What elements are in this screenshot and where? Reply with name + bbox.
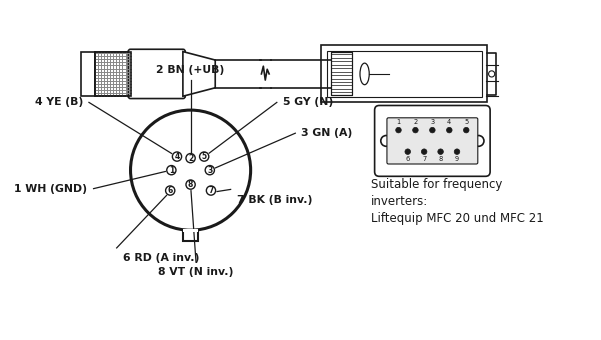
- Circle shape: [454, 149, 460, 154]
- Circle shape: [405, 149, 410, 154]
- Text: 8: 8: [188, 180, 194, 189]
- FancyBboxPatch shape: [183, 229, 198, 232]
- Text: Liftequip MFC 20 und MFC 21: Liftequip MFC 20 und MFC 21: [371, 212, 543, 225]
- FancyBboxPatch shape: [95, 52, 130, 96]
- Text: 1: 1: [397, 119, 400, 125]
- Text: Suitable for frequency: Suitable for frequency: [371, 178, 502, 191]
- Circle shape: [186, 154, 195, 163]
- Ellipse shape: [360, 63, 369, 85]
- FancyBboxPatch shape: [322, 46, 487, 102]
- Text: 2: 2: [413, 119, 418, 125]
- Circle shape: [166, 166, 176, 175]
- Circle shape: [413, 128, 418, 133]
- Circle shape: [130, 110, 251, 230]
- FancyBboxPatch shape: [81, 52, 95, 96]
- Text: 3 GN (A): 3 GN (A): [302, 128, 353, 138]
- Text: 9: 9: [455, 156, 459, 163]
- Text: inverters:: inverters:: [371, 195, 428, 208]
- Circle shape: [200, 152, 209, 161]
- Text: 6: 6: [406, 156, 410, 163]
- Text: 6: 6: [168, 186, 173, 195]
- Circle shape: [463, 128, 469, 133]
- Text: 5 GY (N): 5 GY (N): [283, 97, 333, 107]
- Text: 2: 2: [188, 154, 193, 163]
- Text: 8 VT (N inv.): 8 VT (N inv.): [158, 267, 234, 277]
- Circle shape: [421, 149, 427, 154]
- FancyBboxPatch shape: [327, 51, 481, 97]
- Text: 5: 5: [464, 119, 468, 125]
- Text: 5: 5: [201, 152, 207, 161]
- Text: 8: 8: [439, 156, 443, 163]
- Text: 3: 3: [430, 119, 435, 125]
- Text: 6 RD (A inv.): 6 RD (A inv.): [123, 253, 199, 263]
- Circle shape: [395, 128, 401, 133]
- Text: 4 YE (B): 4 YE (B): [34, 97, 83, 107]
- Circle shape: [473, 136, 484, 146]
- Circle shape: [489, 71, 495, 77]
- Text: 7 BK (B inv.): 7 BK (B inv.): [237, 195, 312, 205]
- FancyBboxPatch shape: [331, 52, 352, 96]
- FancyBboxPatch shape: [183, 230, 198, 241]
- FancyBboxPatch shape: [374, 105, 490, 176]
- Polygon shape: [183, 52, 215, 96]
- Circle shape: [447, 128, 452, 133]
- Text: 4: 4: [174, 152, 180, 161]
- Circle shape: [186, 180, 195, 189]
- Text: 1 WH (GND): 1 WH (GND): [14, 184, 87, 194]
- Circle shape: [172, 152, 182, 161]
- Text: 1: 1: [169, 166, 174, 175]
- Text: 3: 3: [207, 166, 212, 175]
- Text: 7: 7: [209, 186, 214, 195]
- Circle shape: [430, 128, 435, 133]
- Text: 2 BN (+UB): 2 BN (+UB): [156, 65, 225, 75]
- Text: 4: 4: [447, 119, 451, 125]
- Circle shape: [438, 149, 444, 154]
- Circle shape: [206, 186, 216, 195]
- Circle shape: [205, 166, 215, 175]
- Text: 7: 7: [422, 156, 426, 163]
- Circle shape: [166, 186, 175, 195]
- Circle shape: [381, 136, 392, 146]
- FancyBboxPatch shape: [387, 118, 478, 164]
- FancyBboxPatch shape: [128, 49, 185, 99]
